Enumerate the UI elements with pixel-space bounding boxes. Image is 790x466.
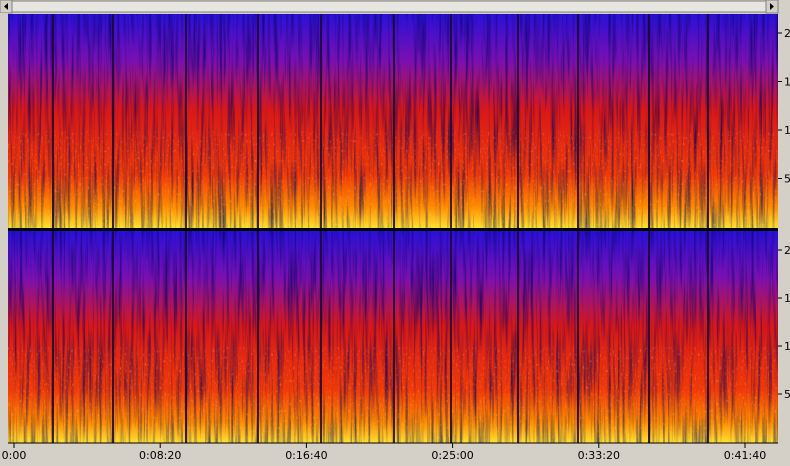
frequency-label: 5 xyxy=(784,173,790,186)
frequency-label: 1 xyxy=(784,292,790,305)
time-ruler xyxy=(0,443,790,466)
channel-divider xyxy=(0,228,778,231)
time-label: 0:16:40 xyxy=(285,449,327,462)
frequency-ruler xyxy=(778,231,790,443)
arrow-icon xyxy=(770,3,774,10)
time-label: 0:00 xyxy=(2,449,27,462)
time-label: 0:25:00 xyxy=(431,449,473,462)
track-boundary xyxy=(185,231,187,443)
left-edge xyxy=(0,13,8,443)
track-boundary xyxy=(257,14,259,228)
scroll-thumb[interactable] xyxy=(11,0,767,13)
track-boundary xyxy=(393,14,395,228)
frequency-label: 5 xyxy=(784,388,790,401)
track-boundary xyxy=(450,231,452,443)
track-boundary xyxy=(112,14,114,228)
track-boundary xyxy=(648,14,650,228)
track-boundary xyxy=(185,14,187,228)
time-label: 0:08:20 xyxy=(139,449,181,462)
track-boundary xyxy=(52,231,54,443)
track-boundary xyxy=(257,231,259,443)
track-boundary xyxy=(393,231,395,443)
track-boundary xyxy=(320,14,322,228)
arrow-icon xyxy=(4,3,8,10)
track-boundary xyxy=(577,231,579,443)
track-boundary xyxy=(450,14,452,228)
frequency-label: 1 xyxy=(784,124,790,137)
frequency-ruler xyxy=(778,14,790,228)
track-boundary xyxy=(648,231,650,443)
time-label: 0:41:40 xyxy=(724,449,766,462)
track-boundary xyxy=(52,14,54,228)
track-boundary xyxy=(707,231,709,443)
frequency-label: 1 xyxy=(784,340,790,353)
track-boundary xyxy=(707,14,709,228)
track-boundary xyxy=(577,14,579,228)
frequency-label: 2 xyxy=(784,244,790,257)
frequency-label: 1 xyxy=(784,76,790,89)
track-boundary xyxy=(112,231,114,443)
track-boundary xyxy=(517,14,519,228)
time-label: 0:33:20 xyxy=(578,449,620,462)
frequency-label: 2 xyxy=(784,27,790,40)
track-boundary xyxy=(517,231,519,443)
track-boundary xyxy=(320,231,322,443)
